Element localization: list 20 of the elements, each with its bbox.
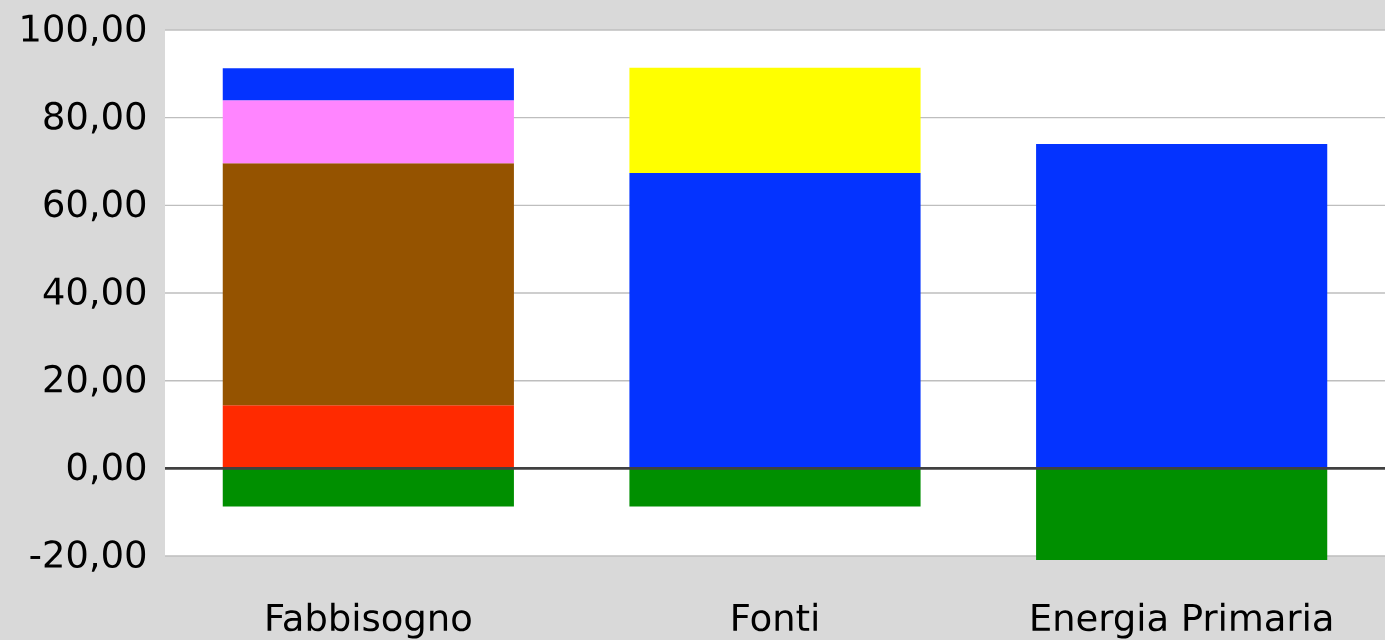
bar xyxy=(629,67,921,173)
bar xyxy=(222,100,514,164)
y-tick-label: -20,00 xyxy=(30,540,146,572)
y-tick-label: 60,00 xyxy=(44,189,146,222)
x-tick-label: Fonti xyxy=(733,602,817,632)
bar xyxy=(222,68,514,101)
bar xyxy=(222,405,514,469)
bar xyxy=(222,468,514,507)
y-tick-label: 40,00 xyxy=(43,277,146,309)
y-tick-label: 80,00 xyxy=(44,101,146,134)
bar xyxy=(629,468,921,507)
bar xyxy=(222,163,514,406)
bar xyxy=(629,172,921,469)
x-tick-label: Energia Primaria xyxy=(1032,602,1332,639)
x-tick-label: Fabbisogno xyxy=(267,602,471,639)
bar xyxy=(1036,143,1328,469)
y-tick-label: 0,00 xyxy=(67,452,146,485)
y-tick-label: 100,00 xyxy=(22,14,146,46)
bar xyxy=(1036,468,1328,560)
y-tick-label: 20,00 xyxy=(44,364,146,397)
